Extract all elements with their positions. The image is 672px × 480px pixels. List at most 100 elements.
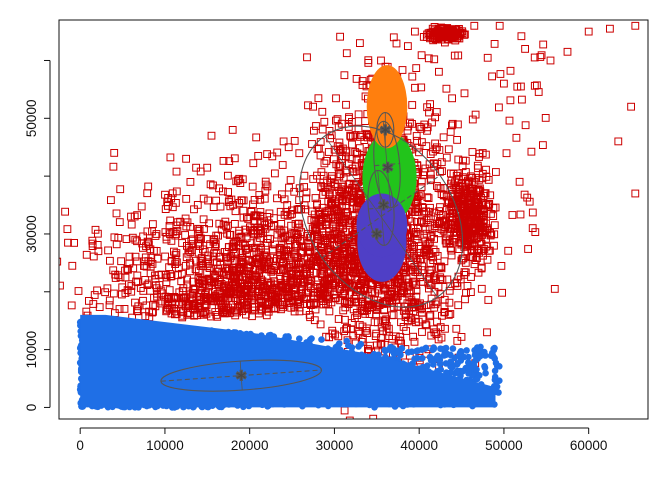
outlier-point — [461, 268, 470, 277]
outlier-point — [440, 257, 449, 266]
outlier-point — [304, 276, 313, 284]
outlier-point — [418, 138, 426, 146]
outlier-point — [235, 257, 244, 266]
outlier-point — [606, 24, 614, 33]
outlier-point — [342, 49, 351, 58]
outlier-point — [341, 256, 349, 265]
outlier-point — [377, 56, 385, 65]
outlier-point — [426, 150, 435, 158]
outlier-point — [454, 155, 463, 164]
outlier-point — [442, 153, 451, 162]
outlier-point — [64, 238, 72, 247]
outlier-point — [273, 266, 282, 275]
outlier-point — [323, 234, 331, 242]
outlier-point — [82, 250, 91, 259]
outlier-point — [245, 264, 253, 272]
outlier-point — [40, 297, 47, 304]
outlier-point — [484, 176, 493, 184]
outlier-point — [283, 285, 292, 294]
outlier-point — [437, 158, 446, 167]
outlier-point — [409, 332, 418, 341]
outlier-point — [261, 180, 270, 189]
outlier-point — [487, 230, 496, 239]
outlier-point — [500, 79, 508, 88]
outlier-point — [167, 303, 176, 312]
outlier-point — [68, 261, 77, 270]
outlier-point — [422, 301, 431, 310]
outlier-point — [360, 284, 369, 293]
outlier-point — [427, 233, 435, 242]
outlier-point — [259, 255, 268, 264]
outlier-point — [471, 110, 480, 119]
outlier-point — [321, 188, 330, 196]
outlier-point — [456, 275, 465, 284]
outlier-point — [541, 114, 550, 122]
outlier-point — [171, 251, 180, 259]
outlier-point — [354, 124, 363, 133]
outlier-point — [186, 178, 195, 186]
outlier-point — [461, 259, 470, 267]
outlier-point — [88, 239, 97, 248]
outlier-point — [506, 66, 515, 75]
outlier-point — [282, 283, 290, 292]
outlier-point — [502, 149, 511, 158]
outlier-point — [190, 300, 198, 308]
outlier-point — [417, 183, 426, 191]
outlier-point — [373, 318, 382, 327]
outlier-point — [186, 267, 194, 276]
outlier-point — [331, 257, 340, 266]
outlier-point — [234, 176, 242, 185]
outlier-point — [456, 29, 465, 38]
outlier-point — [345, 114, 353, 123]
outlier-point — [133, 257, 141, 266]
outlier-point — [424, 194, 433, 202]
outlier-point — [197, 254, 206, 262]
outlier-point — [70, 239, 78, 247]
outlier-point — [286, 243, 295, 252]
outlier-point — [432, 328, 441, 337]
outlier-point — [470, 21, 479, 30]
outlier-point — [436, 273, 445, 282]
outlier-point — [203, 255, 212, 264]
outlier-point — [239, 206, 248, 215]
outlier-point — [200, 302, 209, 311]
outlier-point — [303, 231, 312, 240]
outlier-point — [224, 171, 232, 180]
outlier-point — [211, 243, 219, 251]
outlier-point — [353, 265, 362, 274]
outlier-point — [444, 145, 453, 154]
outlier-point — [412, 132, 421, 140]
outlier-point — [506, 96, 515, 105]
outlier-point — [389, 311, 398, 319]
outlier-point — [177, 277, 186, 286]
outlier-point — [474, 229, 483, 237]
outlier-point — [271, 169, 279, 178]
outlier-point — [303, 253, 312, 262]
outlier-point — [439, 133, 448, 142]
outlier-point — [168, 203, 177, 212]
outlier-point — [331, 228, 340, 236]
outlier-point — [446, 128, 455, 136]
outlier-point — [265, 299, 274, 308]
outlier-point — [334, 123, 343, 131]
outlier-point — [528, 208, 537, 217]
outlier-point — [331, 180, 339, 189]
outlier-point — [231, 207, 240, 216]
outlier-point — [199, 310, 208, 319]
outlier-point — [414, 249, 423, 257]
outlier-point — [364, 59, 373, 67]
outlier-point — [335, 138, 344, 147]
outlier-point — [183, 242, 191, 250]
outlier-point — [361, 117, 370, 125]
outlier-point — [432, 298, 441, 307]
outlier-point — [321, 220, 330, 228]
outlier-point — [417, 83, 426, 92]
outlier-point — [446, 310, 455, 318]
outlier-point — [221, 217, 230, 226]
outlier-point — [333, 115, 342, 123]
outlier-point — [231, 311, 240, 320]
outlier-point — [277, 233, 286, 242]
outlier-point — [352, 297, 361, 306]
outlier-point — [292, 231, 300, 239]
